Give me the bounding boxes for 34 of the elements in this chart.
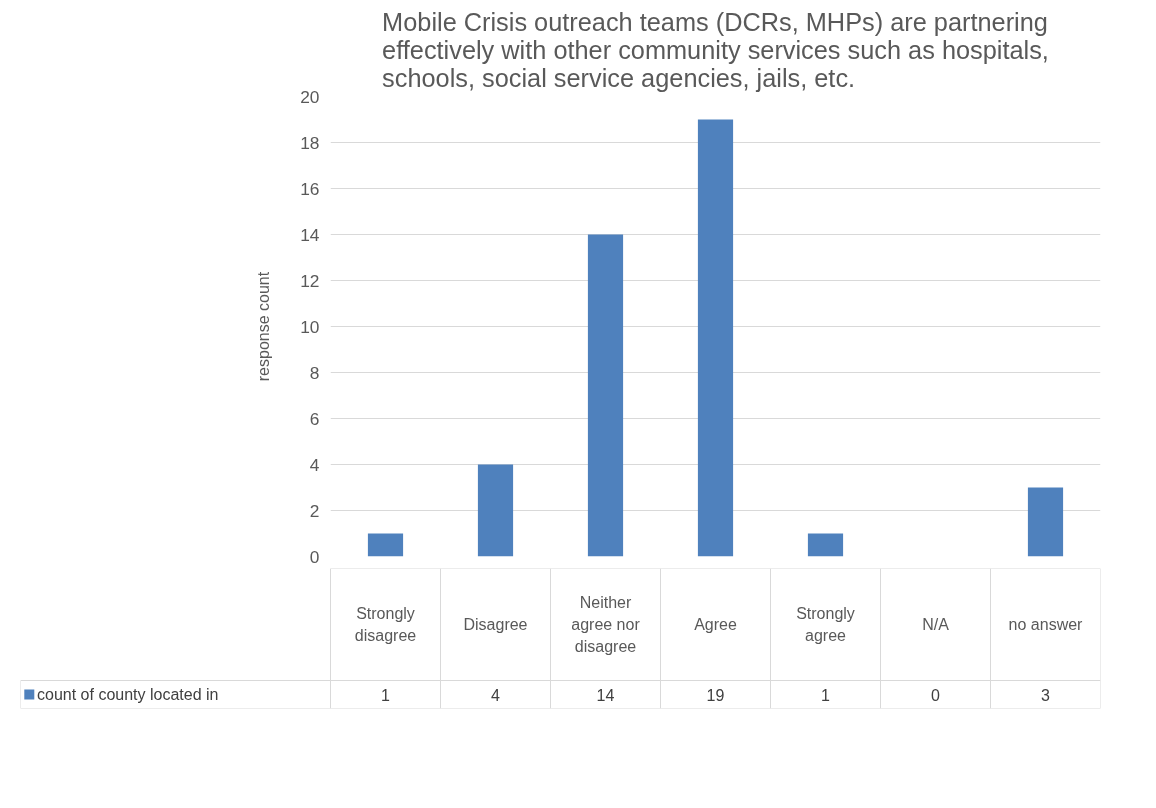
y-tick-label: 10 (300, 316, 320, 337)
y-tick-label: 14 (300, 224, 320, 245)
x-tick-label: Disagree (463, 616, 528, 633)
legend-label: count of county located in (37, 686, 219, 703)
y-tick-label: 16 (300, 178, 320, 199)
y-tick-label: 20 (300, 86, 320, 107)
bar (367, 533, 404, 557)
bar (807, 533, 844, 557)
x-tick-label: N/A (922, 616, 950, 633)
x-tick-label: Strongly disagree (354, 604, 417, 645)
y-tick-label: 4 (309, 454, 320, 475)
data-label: 1 (821, 686, 831, 704)
data-label: 3 (1041, 686, 1051, 704)
y-tick-label: 18 (300, 132, 320, 153)
data-label: 4 (491, 686, 501, 704)
bar (587, 234, 624, 557)
bar (1027, 487, 1064, 557)
bar (697, 119, 734, 557)
x-tick-label: Agree (694, 616, 737, 633)
chart-title: Mobile Crisis outreach teams (DCRs, MHPs) are partnering effectively with other community services such as hospitals, schools, social service agencies, jails, etc. (382, 7, 1049, 92)
data-label: 0 (931, 686, 941, 704)
x-tick-label: Neither agree nor disagree (571, 593, 641, 656)
bar (477, 464, 514, 557)
y-tick-label: 0 (309, 546, 320, 567)
x-tick-label: no answer (1008, 616, 1084, 633)
y-tick-label: 8 (309, 362, 320, 383)
y-axis-title: response count (255, 271, 273, 382)
x-tick-label: Strongly agree (796, 604, 855, 645)
y-tick-label: 12 (300, 270, 320, 291)
data-label: 1 (381, 686, 391, 704)
data-label: 14 (596, 686, 615, 704)
y-tick-label: 2 (309, 500, 320, 521)
y-tick-label: 6 (309, 408, 320, 429)
data-label: 19 (706, 686, 725, 704)
